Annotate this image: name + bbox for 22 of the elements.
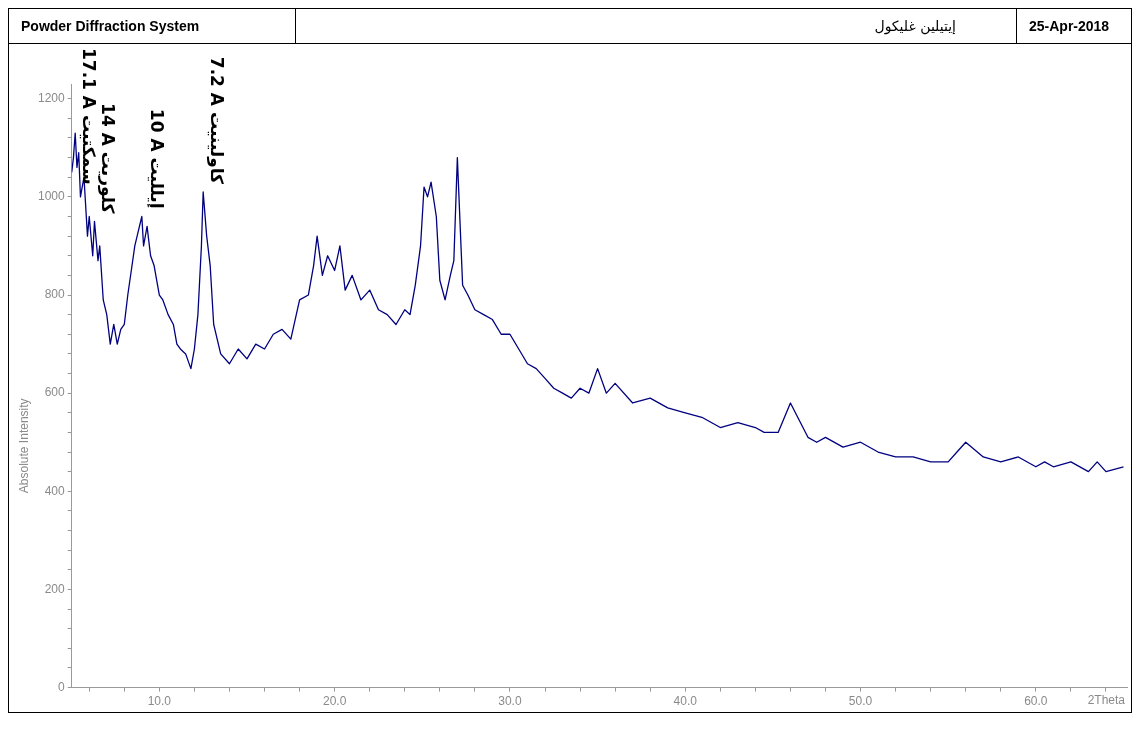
x-axis-title: 2Theta — [1087, 692, 1126, 707]
y-tick-label: 0 — [58, 679, 66, 694]
y-tick-label: 400 — [44, 483, 66, 498]
y-axis-title: Absolute Intensity — [17, 398, 32, 494]
text: Powder Diffraction System — [9, 9, 296, 43]
y-tick-label: 1200 — [37, 91, 66, 106]
text: 25-Apr-2018 — [1028, 17, 1111, 36]
annotation: 17.1 A سمكتيت — [78, 48, 99, 185]
x-tick-label: 30.0 — [498, 694, 522, 709]
y-tick-label: 200 — [44, 581, 66, 596]
annotation: 7.2 A كاولينيت — [205, 56, 227, 185]
y-tick-label: 800 — [44, 287, 66, 302]
x-tick-label: 50.0 — [848, 694, 873, 709]
x-tick-label: 60.0 — [1024, 694, 1048, 709]
x-tick-label: 40.0 — [673, 694, 698, 709]
y-tick-label: 1000 — [37, 189, 66, 204]
annotation: 14 A كلوريت — [97, 103, 119, 214]
x-tick-label: 20.0 — [322, 694, 347, 709]
chart-title: إيتيلين غليكول — [296, 9, 1017, 43]
x-tick-label: 10.0 — [147, 694, 172, 709]
y-tick-label: 600 — [44, 385, 66, 400]
annotation: 10 A إيلليت — [147, 108, 168, 209]
